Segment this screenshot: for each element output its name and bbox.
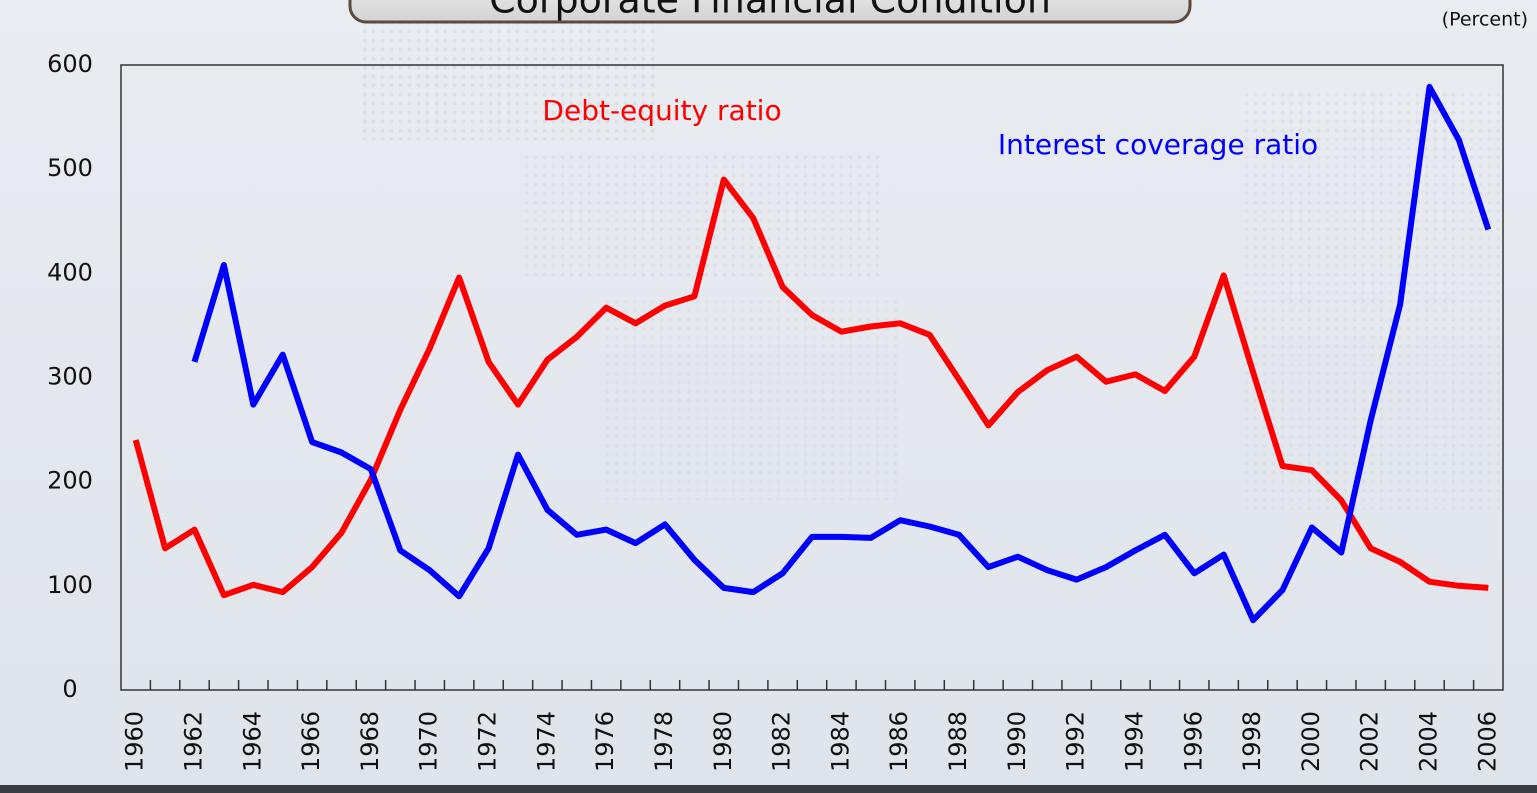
x-tick-label: 1972 (474, 711, 502, 772)
y-tick-label: 600 (47, 50, 93, 78)
x-tick-label: 1966 (297, 711, 325, 772)
x-tick-label: 2002 (1356, 711, 1384, 772)
y-tick-label: 0 (62, 675, 77, 703)
x-tick-label: 1988 (944, 711, 972, 772)
x-tick-label: 1994 (1120, 711, 1148, 772)
title-box (348, 0, 1192, 24)
x-tick-label: 1978 (650, 711, 678, 772)
y-tick-label: 100 (47, 571, 93, 599)
x-tick-label: 1974 (532, 711, 560, 772)
x-tick-label: 1992 (1062, 711, 1090, 772)
x-tick-label: 1998 (1238, 711, 1266, 772)
x-tick-label: 1964 (238, 711, 266, 772)
map-dots (600, 300, 900, 500)
x-tick-label: 1976 (591, 711, 619, 772)
x-tick-label: 1970 (415, 711, 443, 772)
series-line (191, 83, 1492, 624)
unit-label: (Percent) (1442, 9, 1528, 31)
plot-frame (120, 64, 1504, 691)
series-line (132, 176, 1489, 599)
chart-title: Corporate Financial Condition (489, 0, 1051, 22)
x-tick-label: 1962 (180, 711, 208, 772)
x-tick-label: 2006 (1473, 711, 1501, 772)
x-tick-label: 1960 (121, 711, 149, 772)
x-tick-label: 2004 (1414, 711, 1442, 772)
map-dots (1240, 90, 1500, 510)
x-tick-label: 1986 (885, 711, 913, 772)
x-tick-label: 1968 (356, 711, 384, 772)
x-tick-label: 1980 (709, 711, 737, 772)
x-tick-label: 2000 (1297, 711, 1325, 772)
series-label: Debt-equity ratio (542, 94, 781, 127)
x-tick-label: 1982 (768, 711, 796, 772)
series-label: Interest coverage ratio (998, 128, 1318, 161)
x-tick-label: 1996 (1179, 711, 1207, 772)
y-tick-label: 400 (47, 258, 93, 286)
y-tick-label: 200 (47, 467, 93, 495)
x-tick-label: 1984 (826, 711, 854, 772)
map-dots (360, 20, 660, 140)
y-tick-label: 500 (47, 154, 93, 182)
bottom-bar (0, 785, 1537, 793)
y-tick-label: 300 (47, 363, 93, 391)
map-dots (520, 150, 880, 280)
x-tick-label: 1990 (1003, 711, 1031, 772)
